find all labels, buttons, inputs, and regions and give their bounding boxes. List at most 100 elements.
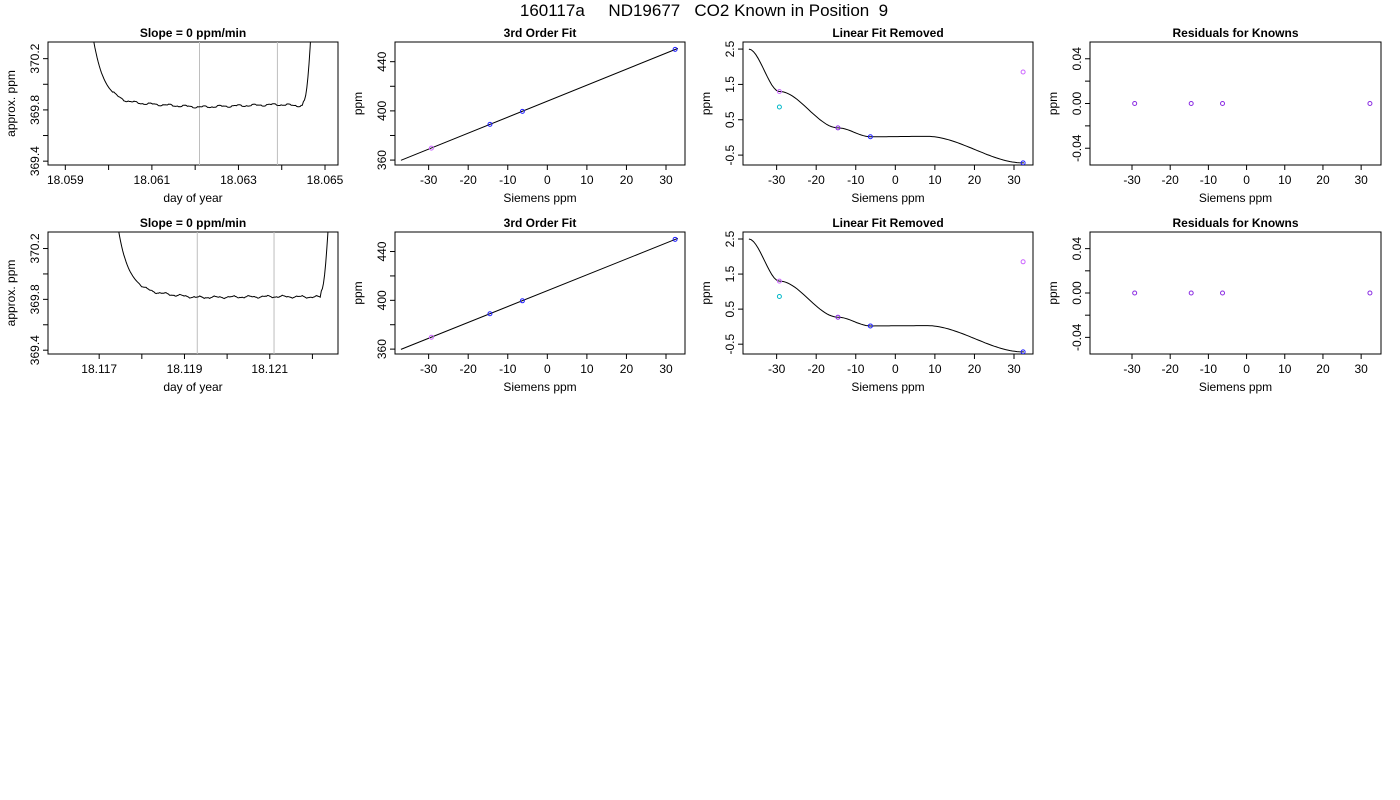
x-axis-label: Siemens ppm [851, 191, 924, 205]
data-point [1132, 101, 1138, 106]
plot-area [748, 48, 1026, 165]
y-tick-label: 440 [375, 241, 389, 261]
data-point [776, 104, 782, 110]
x-tick-label: -30 [1123, 173, 1141, 187]
x-axis-label: Siemens ppm [1199, 191, 1272, 205]
data-point [519, 298, 525, 304]
y-tick-label: 440 [375, 51, 389, 71]
x-tick-label: 20 [1316, 173, 1330, 187]
data-point [672, 236, 678, 242]
x-tick-label: 10 [928, 362, 942, 376]
concentration-trace [118, 232, 329, 300]
x-axis-label: day of year [163, 380, 222, 394]
panel-title: Linear Fit Removed [832, 26, 943, 40]
y-axis-label: approx. ppm [4, 70, 18, 137]
x-tick-label: 18.065 [307, 173, 344, 187]
data-point [1188, 290, 1194, 296]
x-tick-label: 0 [892, 362, 899, 376]
plot-area [748, 238, 1026, 354]
y-tick-label: 369.8 [28, 284, 42, 314]
y-tick-label: 0.00 [1070, 91, 1084, 115]
x-tick-label: -10 [847, 173, 865, 187]
panel-r1-fit: 3rd Order Fit -30 -20 -10 0 10 20 30 360 400 440 Si… [351, 26, 686, 205]
x-tick-label: 0 [1243, 362, 1250, 376]
x-axis-label: Siemens ppm [851, 380, 924, 394]
x-tick-label: 20 [1316, 362, 1330, 376]
x-axis-label: day of year [163, 191, 222, 205]
x-tick-label: 30 [1007, 362, 1021, 376]
fit-curve [748, 238, 1024, 353]
y-tick-label: 400 [375, 290, 389, 310]
data-point [428, 145, 434, 151]
x-tick-label: -30 [420, 362, 438, 376]
data-point [1020, 259, 1026, 265]
x-tick-label: 10 [580, 362, 594, 376]
plot-area [93, 42, 311, 165]
data-point [776, 294, 782, 300]
data-point [835, 125, 841, 131]
x-tick-label: 18.119 [167, 362, 203, 376]
y-tick-label: 369.8 [28, 95, 42, 125]
x-tick-label: -20 [1162, 362, 1180, 376]
x-tick-label: -20 [460, 173, 478, 187]
plot-frame [47, 41, 339, 166]
x-tick-label: -10 [499, 362, 517, 376]
y-tick-label: 369.4 [28, 146, 42, 176]
figure-title: 160117a ND19677 CO2 Known in Position 9 [519, 1, 889, 20]
data-point [672, 46, 678, 52]
y-tick-label: 0.04 [1070, 47, 1084, 71]
data-point [1020, 160, 1026, 165]
y-tick-label: 400 [375, 101, 389, 121]
x-tick-label: -30 [768, 362, 786, 376]
plot-area [400, 46, 679, 161]
panel-title: Residuals for Knowns [1172, 216, 1298, 230]
y-tick-label: 370.2 [28, 233, 42, 263]
panel-title: Slope = 0 ppm/min [140, 26, 246, 40]
x-tick-label: 30 [659, 173, 673, 187]
y-tick-label: 370.2 [28, 43, 42, 73]
y-tick-label: -0.04 [1070, 323, 1084, 351]
y-tick-label: 369.4 [28, 335, 42, 365]
panel-title: 3rd Order Fit [504, 216, 577, 230]
data-point [1367, 290, 1373, 296]
panel-title: 3rd Order Fit [504, 26, 577, 40]
plot-frame [742, 231, 1034, 355]
y-tick-label: 1.5 [723, 76, 737, 93]
plot-area [400, 236, 679, 350]
y-tick-label: 2.5 [723, 230, 737, 247]
x-tick-label: -20 [808, 362, 826, 376]
data-point [835, 314, 841, 320]
y-axis-label: ppm [351, 281, 365, 304]
x-tick-label: 20 [620, 173, 634, 187]
x-tick-label: -10 [847, 362, 865, 376]
fit-line [400, 47, 679, 161]
x-tick-label: 30 [1354, 173, 1368, 187]
y-axis-label: ppm [351, 92, 365, 115]
panel-r2-trace: Slope = 0 ppm/min 18.117 18.119 18.121 369.4… [4, 216, 339, 394]
x-tick-label: 30 [1354, 362, 1368, 376]
plot-frame [394, 231, 686, 355]
y-tick-label: -0.04 [1070, 134, 1084, 162]
y-axis-label: ppm [699, 92, 713, 115]
y-tick-label: 360 [375, 339, 389, 359]
plot-area [1132, 290, 1373, 296]
x-tick-label: 18.063 [220, 173, 257, 187]
plot-area [118, 232, 329, 354]
y-axis-label: ppm [1046, 92, 1060, 115]
x-tick-label: 18.117 [81, 362, 117, 376]
panel-r1-resid: Residuals for Knowns -30 -20 -10 0 10 20 30 -0.0… [1046, 26, 1382, 205]
panel-r2-resid: Residuals for Knowns -30 -20 -10 0 10 20 30 -0.0… [1046, 216, 1382, 394]
panel-title: Residuals for Knowns [1172, 26, 1298, 40]
x-axis-label: Siemens ppm [503, 380, 576, 394]
data-point [867, 134, 873, 140]
panel-r2-linear: Linear Fit Removed -30 -20 -10 0 10 20 30 -0.5 0.… [699, 216, 1034, 394]
x-tick-label: -20 [808, 173, 826, 187]
data-point [867, 323, 873, 329]
x-axis-label: Siemens ppm [1199, 380, 1272, 394]
y-tick-label: 1.5 [723, 265, 737, 282]
data-point [519, 108, 525, 114]
plot-frame [742, 41, 1034, 166]
y-tick-label: 0.5 [723, 300, 737, 317]
data-point [1367, 101, 1373, 106]
x-tick-label: -30 [420, 173, 438, 187]
